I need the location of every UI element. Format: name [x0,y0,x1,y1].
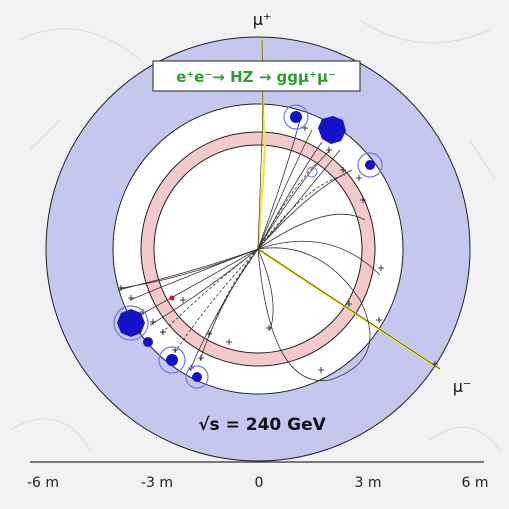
hit-markers [118,125,438,373]
process-title: e⁺e⁻→ HZ → ggμ⁺μ⁻ [176,68,336,86]
background-texture [9,19,501,451]
title-box: e⁺e⁻→ HZ → ggμ⁺μ⁻ [152,60,361,92]
jet-tracks-lower [117,248,259,371]
muon-minus-label: μ⁻ [453,377,472,396]
jet-tracks-upper [257,119,353,250]
energy-deposits-upper [283,104,383,178]
tick-label: 6 m [462,475,489,491]
tick-label: -6 m [27,475,59,491]
tick-label: 3 m [355,475,382,491]
curling-tracks [257,213,381,382]
scale-axis: -6 m -3 m 0 3 m 6 m [27,461,489,491]
muon-plus-label: μ⁺ [253,10,272,29]
energy-deposits-lower [113,295,209,389]
energy-label: √s = 240 GeV [198,415,326,435]
tick-label: 0 [255,475,264,491]
tick-label: -3 m [141,475,173,491]
